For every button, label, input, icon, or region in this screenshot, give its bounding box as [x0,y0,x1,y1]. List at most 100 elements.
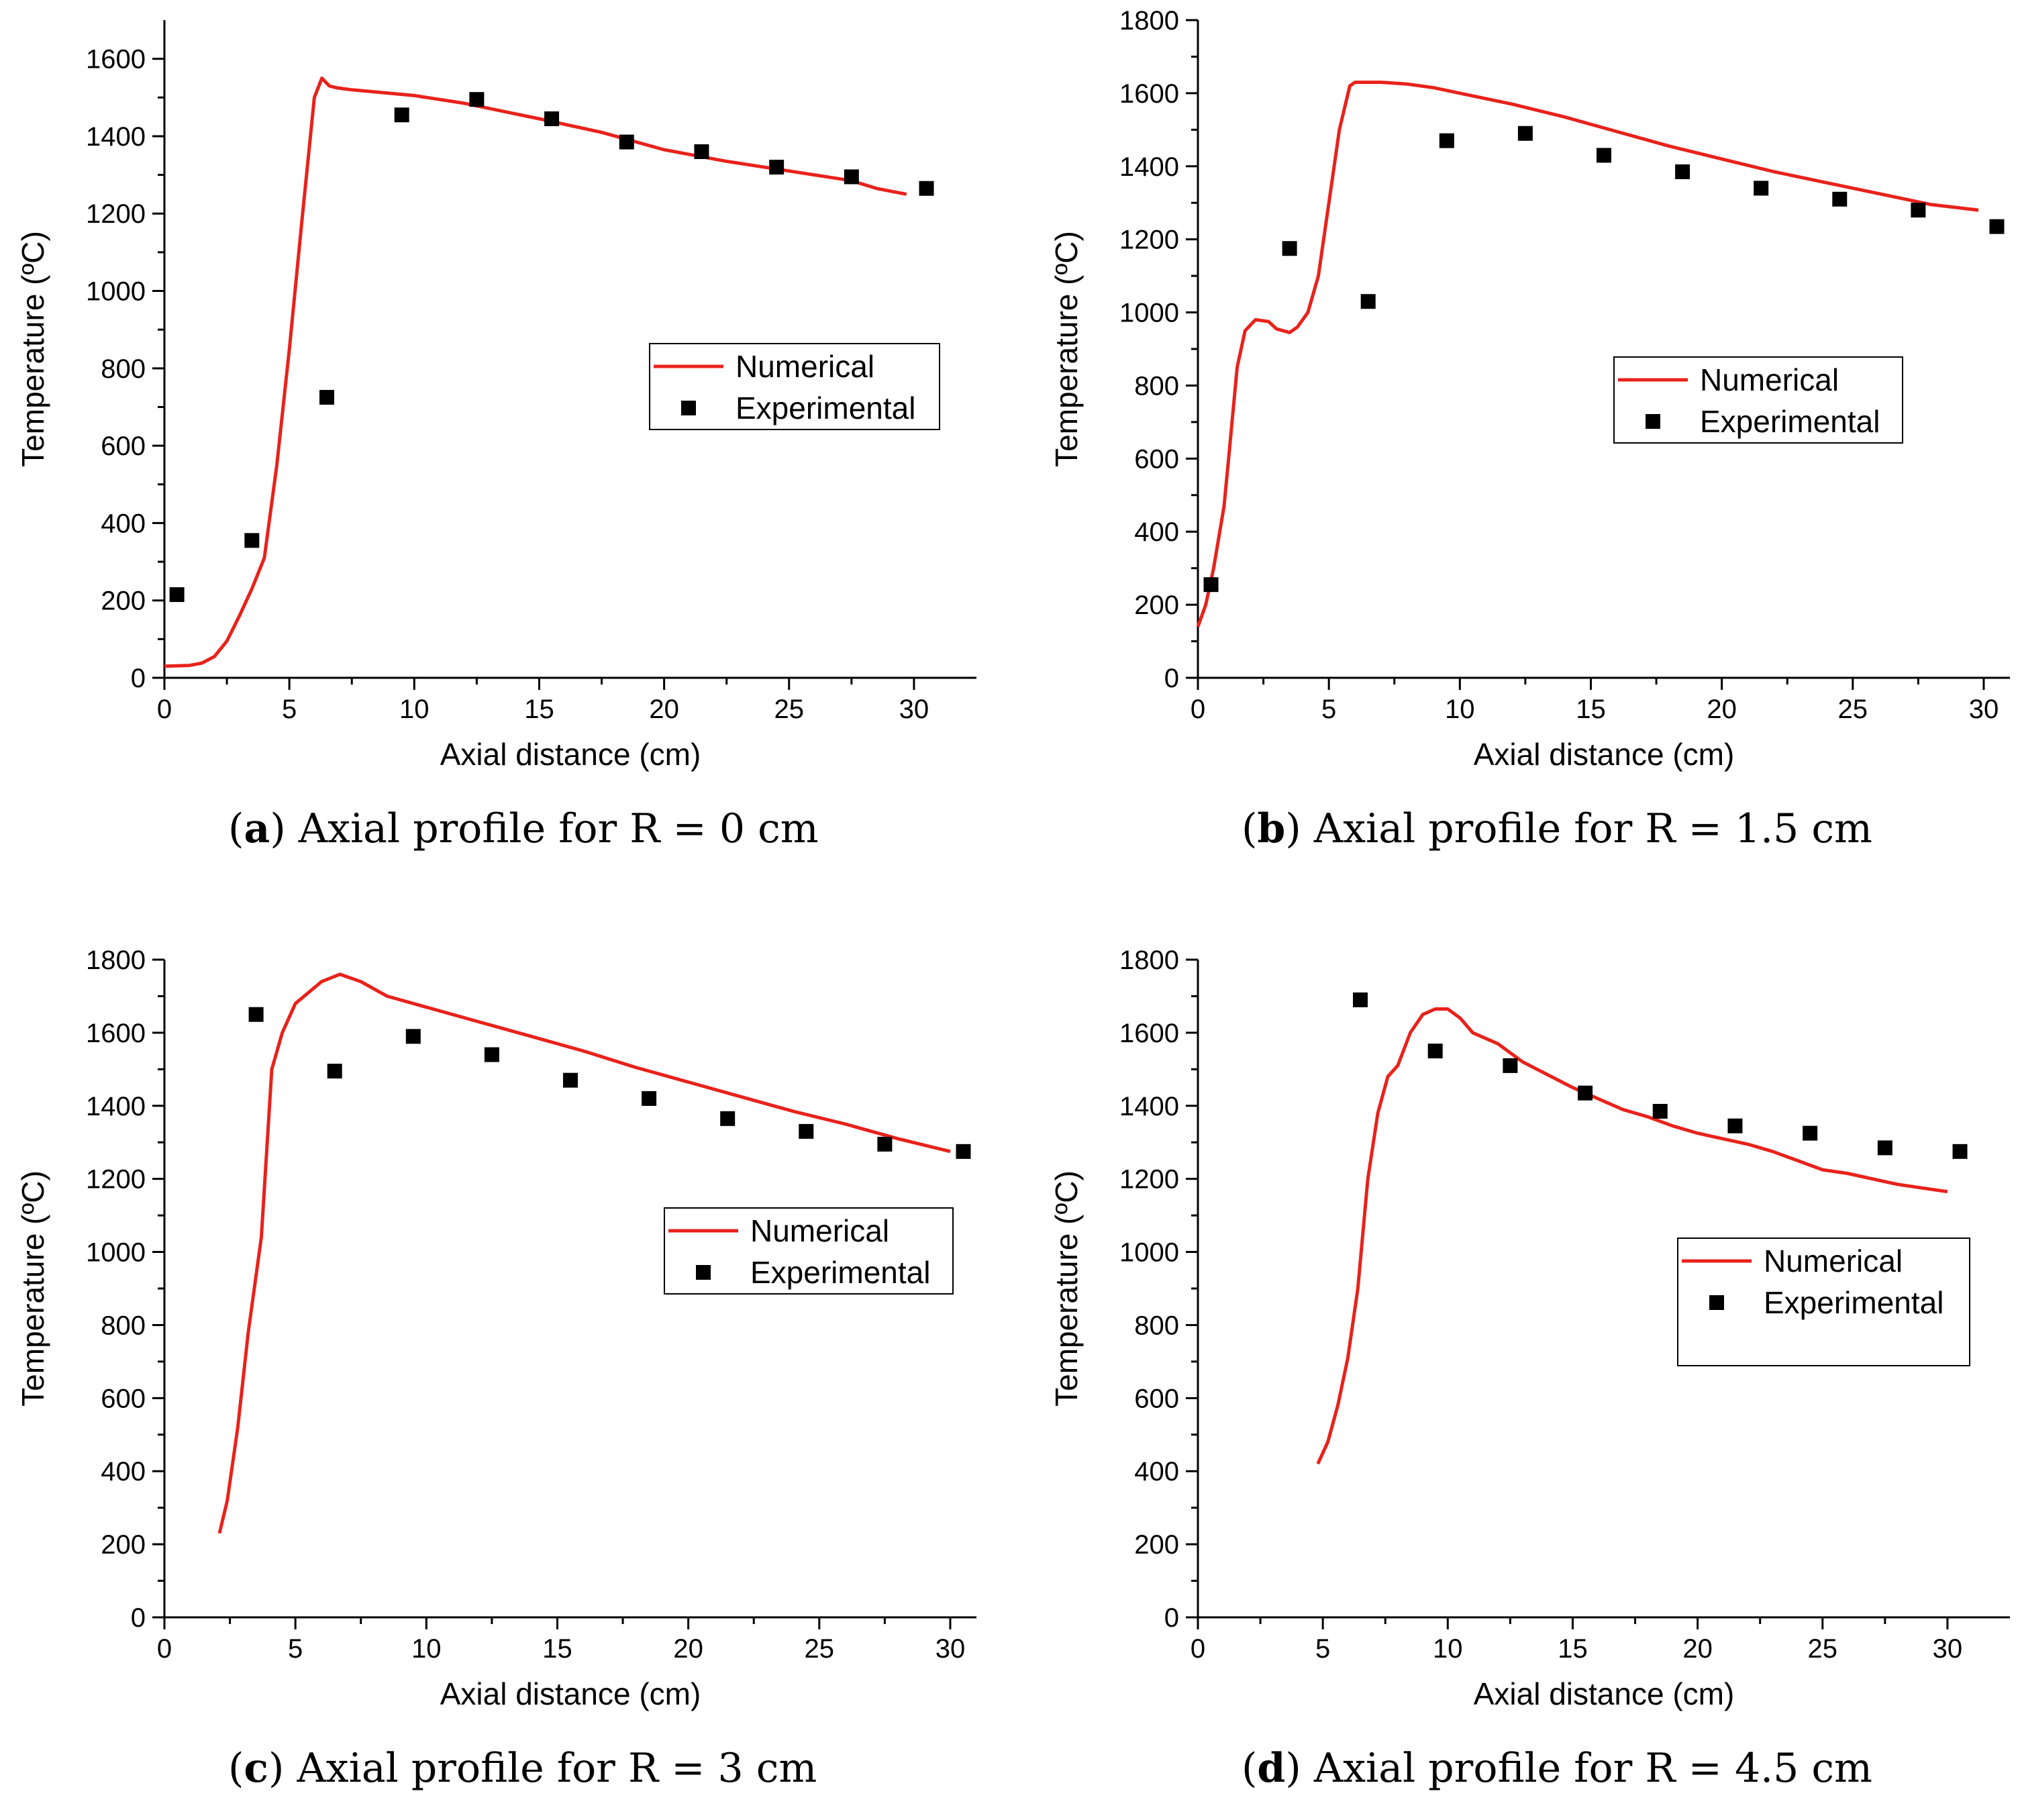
data-point-experimental [1503,1058,1518,1073]
y-tick-label: 1200 [1119,1165,1179,1195]
data-point-experimental [1911,203,1926,218]
caption-text: Axial profile for R = 3 cm [284,1745,817,1792]
caption-a: (a) Axial profile for R = 0 cm [228,805,819,852]
x-tick-label: 15 [542,1634,572,1664]
x-axis-title: Axial distance (cm) [1474,737,1735,772]
y-axis-title: Temperature (ºC) [15,231,50,467]
data-point-experimental [919,181,934,196]
x-tick-label: 25 [774,695,805,724]
x-tick-label: 15 [1576,695,1606,724]
data-point-experimental [484,1047,499,1062]
legend-box [664,1207,954,1295]
y-tick-label: 800 [101,354,146,384]
data-point-experimental [1803,1125,1818,1141]
y-tick-label: 1400 [86,122,146,152]
data-point-experimental [1360,294,1376,309]
data-point-experimental [1578,1085,1593,1101]
data-point-experimental [844,169,859,185]
data-point-experimental [1652,1103,1668,1119]
y-tick-label: 1200 [86,1165,146,1195]
data-point-experimental [169,587,185,603]
legend-label-numerical: Numerical [750,1213,889,1248]
x-tick-label: 30 [936,1634,966,1664]
y-tick-label: 400 [101,509,146,538]
caption-c: (c) Axial profile for R = 3 cm [228,1745,817,1792]
x-tick-label: 0 [157,695,172,724]
x-tick-label: 15 [1558,1634,1588,1664]
y-tick-label: 1400 [86,1092,146,1121]
y-tick-label: 600 [1134,444,1179,474]
y-tick-label: 1400 [1119,152,1179,182]
legend-swatch-experimental [681,401,696,415]
x-tick-label: 10 [399,695,430,724]
x-axis-title: Axial distance (cm) [440,1676,701,1711]
x-tick-label: 5 [1315,1634,1330,1664]
y-tick-label: 800 [101,1311,146,1340]
caption-letter: d [1257,1745,1286,1792]
legend-box [649,343,940,430]
caption-letter: a [244,805,270,852]
y-tick-label: 1600 [1119,1019,1179,1048]
caption-text: Axial profile for R = 4.5 cm [1301,1745,1872,1792]
x-tick-label: 30 [1969,695,1999,724]
y-axis-title: Temperature (ºC) [1049,231,1084,467]
x-tick-label: 30 [899,695,929,724]
data-point-experimental [394,107,409,123]
caption-text: Axial profile for R = 1.5 cm [1301,805,1872,852]
x-axis-title: Axial distance (cm) [1474,1676,1735,1711]
data-point-experimental [1675,164,1690,179]
y-tick-label: 1000 [86,277,146,307]
data-point-experimental [1427,1044,1443,1059]
caption-text: Axial profile for R = 0 cm [285,805,819,852]
data-point-experimental [244,533,260,548]
data-point-experimental [1952,1144,1968,1159]
y-tick-label: 0 [131,1603,146,1633]
y-tick-label: 1200 [1119,225,1179,255]
data-point-experimental [1877,1140,1892,1156]
legend-label-experimental: Experimental [750,1255,930,1290]
data-point-experimental [1517,125,1533,141]
y-tick-label: 800 [1134,371,1179,401]
y-tick-label: 1800 [1119,6,1179,36]
legend-swatch-experimental [1709,1295,1724,1310]
x-tick-label: 5 [288,1634,303,1664]
caption-b: (b) Axial profile for R = 1.5 cm [1242,805,1872,852]
caption-letter: c [244,1745,268,1792]
data-point-experimental [1439,133,1454,148]
series-line-numerical [1196,81,1979,627]
data-point-experimental [1597,148,1611,163]
data-point-experimental [469,92,485,107]
y-tick-label: 200 [1134,591,1179,620]
y-tick-label: 800 [1134,1311,1179,1340]
legend-label-numerical: Numerical [1700,362,1839,397]
x-tick-label: 25 [1808,1634,1838,1664]
legend-label-numerical: Numerical [736,349,874,384]
data-point-experimental [694,144,709,159]
legend-label-experimental: Experimental [1764,1285,1943,1320]
data-point-experimental [1282,241,1297,256]
data-point-experimental [405,1029,421,1044]
data-point-experimental [1832,191,1848,207]
caption-d: (d) Axial profile for R = 4.5 cm [1242,1745,1872,1792]
y-tick-label: 0 [1164,664,1179,693]
data-point-experimental [1203,577,1219,593]
caption-letter: b [1257,805,1286,852]
data-point-experimental [877,1136,893,1152]
y-tick-label: 1000 [1119,299,1179,328]
y-axis-title: Temperature (ºC) [1049,1170,1084,1407]
x-tick-label: 20 [1682,1634,1713,1664]
y-tick-label: 1800 [86,946,146,975]
data-point-experimental [1989,219,2005,234]
x-tick-label: 20 [1707,695,1737,724]
y-tick-label: 1000 [1119,1238,1179,1268]
y-tick-label: 1600 [86,1019,146,1048]
data-point-experimental [563,1072,578,1088]
data-point-experimental [319,390,334,405]
x-tick-label: 30 [1933,1634,1963,1664]
x-axis-title: Axial distance (cm) [440,737,701,772]
data-point-experimental [642,1091,657,1106]
data-point-experimental [1353,992,1368,1007]
x-tick-label: 0 [1191,1634,1205,1664]
